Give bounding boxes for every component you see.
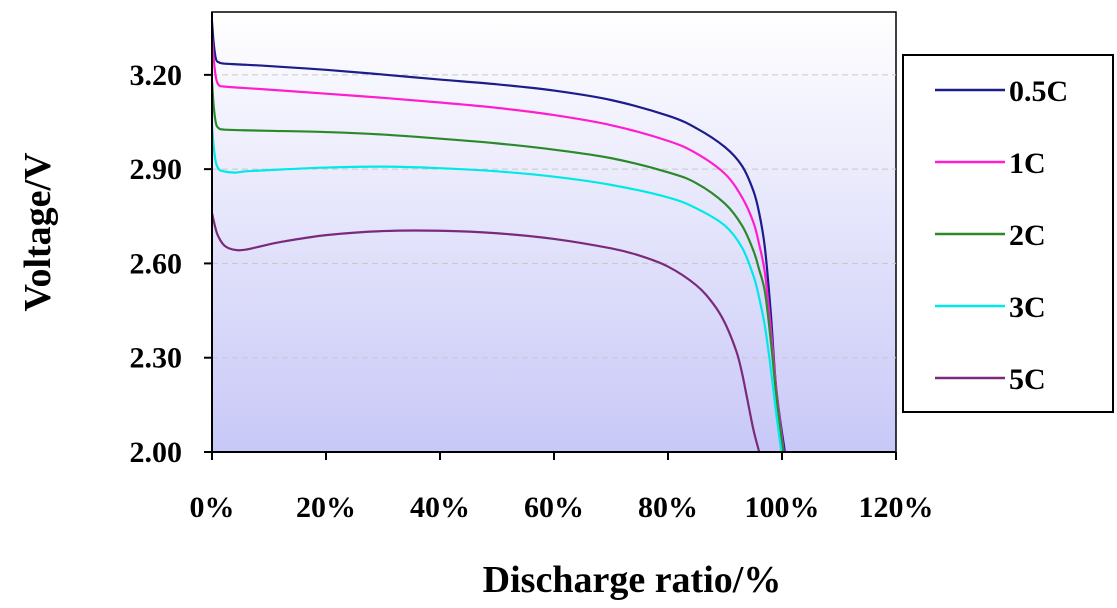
legend-entries: 0.5C 1C 2C 3C 5C <box>935 75 1068 396</box>
legend-label-3C: 3C <box>1009 291 1046 324</box>
series-lines <box>210 20 786 454</box>
series-line-1C <box>210 36 785 454</box>
legend-label-2C: 2C <box>1009 219 1046 252</box>
y-tick-label-1: 2.30 <box>130 342 183 375</box>
grid-lines <box>212 74 896 359</box>
y-tick-label-4: 3.20 <box>130 59 183 92</box>
series-line-2C <box>210 80 785 454</box>
x-tick-label-5: 100% <box>745 491 820 524</box>
x-axis-title: Discharge ratio/% <box>483 559 782 601</box>
x-tick-label-0: 0% <box>190 491 235 524</box>
y-axis-ticks: 2.00 2.30 2.60 2.90 3.20 <box>130 59 212 469</box>
legend-box <box>902 54 1114 413</box>
legend-label-1C: 1C <box>1009 147 1046 180</box>
y-tick-label-3: 2.90 <box>130 153 183 186</box>
series-line-3C <box>210 124 783 454</box>
x-tick-label-3: 60% <box>524 491 584 524</box>
y-tick-label-2: 2.60 <box>130 247 183 280</box>
legend-label-0.5C: 0.5C <box>1009 75 1068 108</box>
x-tick-label-1: 20% <box>296 491 356 524</box>
plot-area <box>211 11 897 453</box>
x-tick-label-4: 80% <box>638 491 698 524</box>
y-tick-label-0: 2.00 <box>130 436 183 469</box>
legend-label-5C: 5C <box>1009 363 1046 396</box>
x-tick-label-2: 40% <box>410 491 470 524</box>
y-axis-title: Voltage/V <box>17 152 59 312</box>
series-line-0.5C <box>210 20 786 454</box>
x-tick-label-6: 120% <box>859 491 934 524</box>
legend: 0.5C 1C 2C 3C 5C <box>902 54 1114 413</box>
series-line-5C <box>210 212 761 454</box>
x-axis-ticks: 0% 20% 40% 60% 80% 100% 120% <box>190 452 934 524</box>
